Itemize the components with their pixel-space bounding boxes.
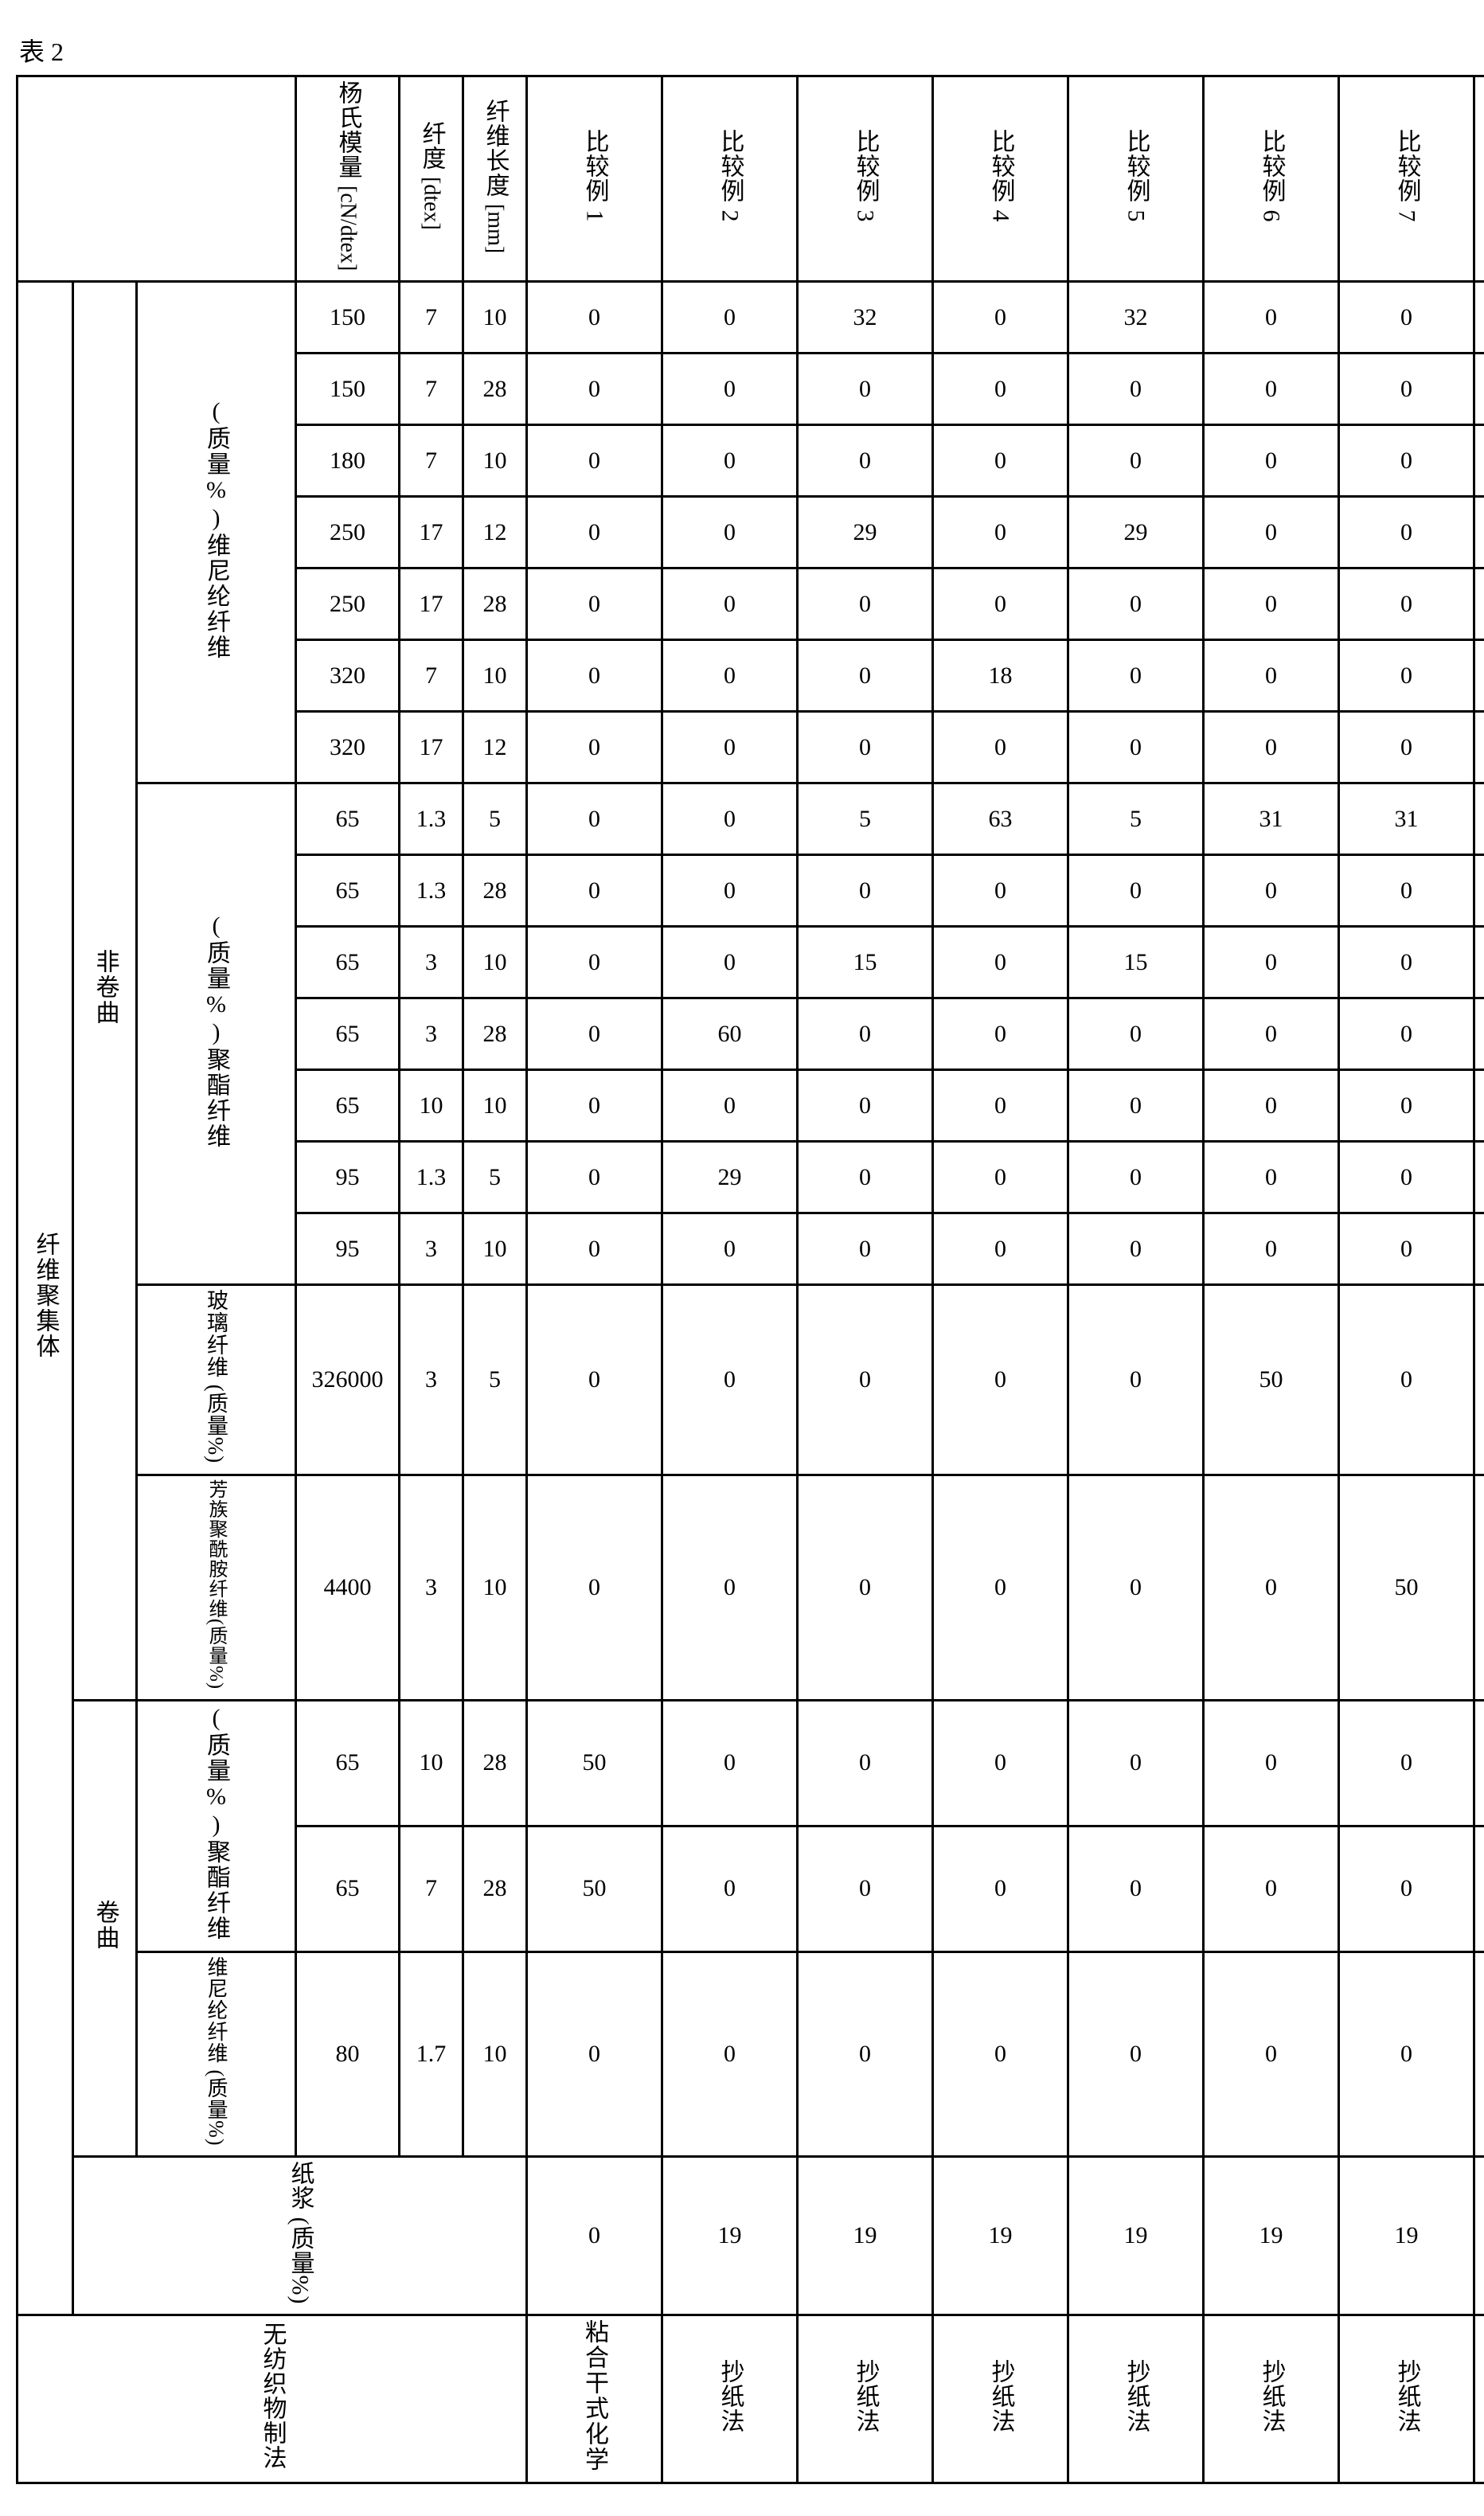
rowh-polyester: 聚酯纤维(质量%) [137,783,296,1285]
rowh-pulp: 纸浆 (质量%) [73,2157,527,2315]
data-table: 杨氏模量 [cN/dtex] 纤度 [dtex] 纤维长度 [mm] 比较例 1… [16,75,1484,2484]
rowh-polyester2: 聚酯纤维(质量%) [137,1700,296,1951]
group-noncrimp: 非卷曲 [73,282,137,1700]
col-h-length: 纤维长度 [mm] [463,76,527,282]
data-row: 卷曲 聚酯纤维(质量%) 651028 500000000 [18,1700,1484,1826]
col-h-ex1: 比较例 1 [527,76,662,282]
col-h-ex8: 比较例 8 [1474,76,1484,282]
rowh-method: 无纺织物制法 [18,2315,527,2483]
col-h-ex4: 比较例 4 [933,76,1068,282]
col-h-fineness: 纤度 [dtex] [400,76,463,282]
data-row: 纤维聚集体 非卷曲 维尼纶纤维(质量%) 150710 0032032000 [18,282,1484,354]
method-row: 无纺织物制法 干式化学粘合 抄纸法 抄纸法 抄纸法 抄纸法 抄纸法 抄纸法 抄纸… [18,2315,1484,2483]
outer-label: 纤维聚集体 [18,282,73,2315]
rowh-aramid: 芳族聚酰胺纤维(质量%) [137,1475,296,1700]
col-h-ex5: 比较例 5 [1068,76,1204,282]
rowh-glass: 玻璃纤维 (质量%) [137,1285,296,1475]
header-row: 杨氏模量 [cN/dtex] 纤度 [dtex] 纤维长度 [mm] 比较例 1… [18,76,1484,282]
rowh-vinyl2: 维尼纶纤维 (质量%) [137,1951,296,2156]
col-h-ex6: 比较例 6 [1204,76,1339,282]
data-row: 玻璃纤维 (质量%) 32600035 000005000 [18,1285,1484,1475]
col-h-ex3: 比较例 3 [798,76,933,282]
rowh-vinyl: 维尼纶纤维(质量%) [137,282,296,783]
data-row: 芳族聚酰胺纤维(质量%) 4400310 000000500 [18,1475,1484,1700]
col-h-ex2: 比较例 2 [662,76,798,282]
data-row: 聚酯纤维(质量%) 651.35 00563531310 [18,783,1484,855]
group-crimp: 卷曲 [73,1700,137,2156]
col-h-ex7: 比较例 7 [1339,76,1474,282]
data-row: 维尼纶纤维 (质量%) 801.710 000000050 [18,1951,1484,2156]
col-h-modulus: 杨氏模量 [cN/dtex] [296,76,400,282]
table-caption: 表 2 [19,32,1468,68]
pulp-row: 纸浆 (质量%) 019191919191919 [18,2157,1484,2315]
